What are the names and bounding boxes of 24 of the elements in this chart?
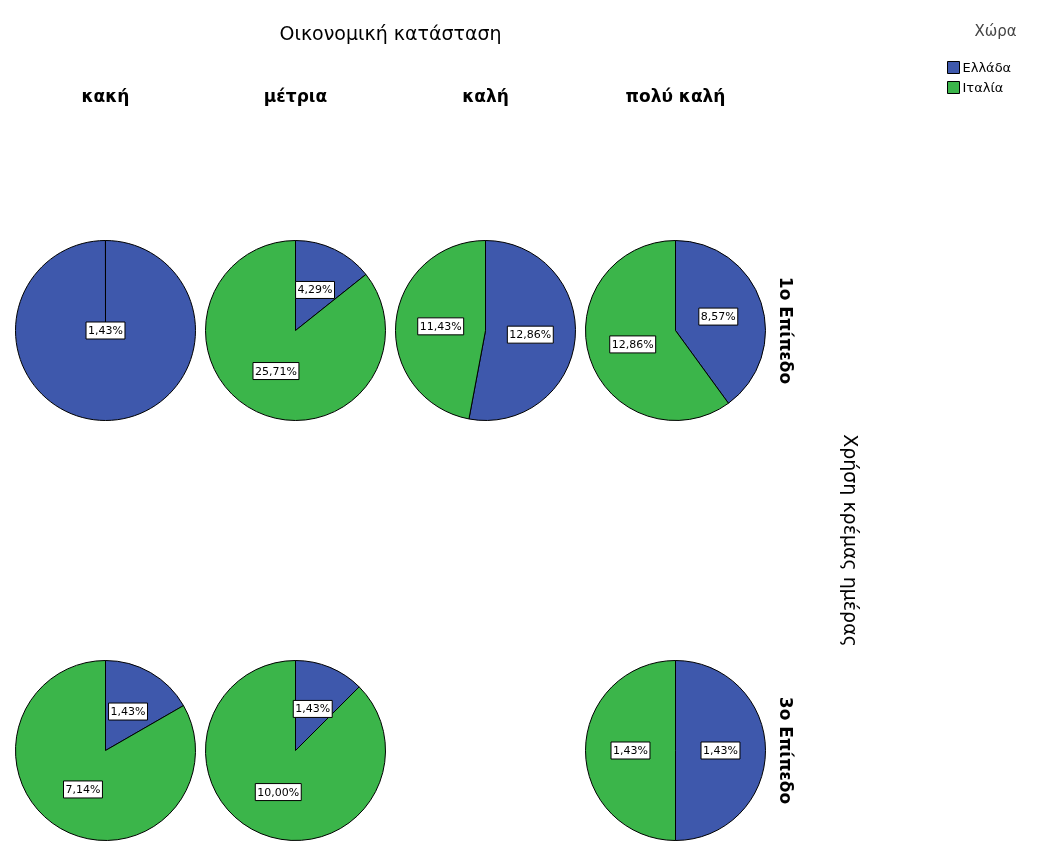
text: 3ο Επίπεδο [775,696,796,805]
data-label: 7,14% [65,782,101,796]
data-label: 10,00% [257,785,300,799]
text: 1ο Επίπεδο [775,276,796,385]
legend-title: Χώρα [974,21,1017,40]
data-label: 1,43% [703,744,738,757]
data-label: 4,29% [297,283,333,297]
chart-subtitle: καλή [462,85,509,106]
chart-subtitle: μέτρια [263,85,328,106]
text: Χρήση κρέμας ημέρας [839,434,862,647]
data-label: 12,86% [611,337,654,351]
data-label: 8,57% [700,310,736,324]
data-label: 11,43% [419,319,462,333]
data-label: 1,43% [295,702,331,716]
data-label: 1,43% [613,744,648,757]
chart-subtitle: πολύ καλή [625,85,726,106]
legend-label: Ελλάδα [962,60,1012,75]
data-label: 25,71% [254,364,297,378]
data-label: 1,43% [110,705,146,719]
data-label: 12,86% [509,328,552,342]
text: κακή [81,85,130,106]
legend-label: Ιταλία [962,80,1004,95]
data-label: 1,43% [88,324,123,337]
chart-title: Οικονομική κατάσταση [279,21,502,44]
